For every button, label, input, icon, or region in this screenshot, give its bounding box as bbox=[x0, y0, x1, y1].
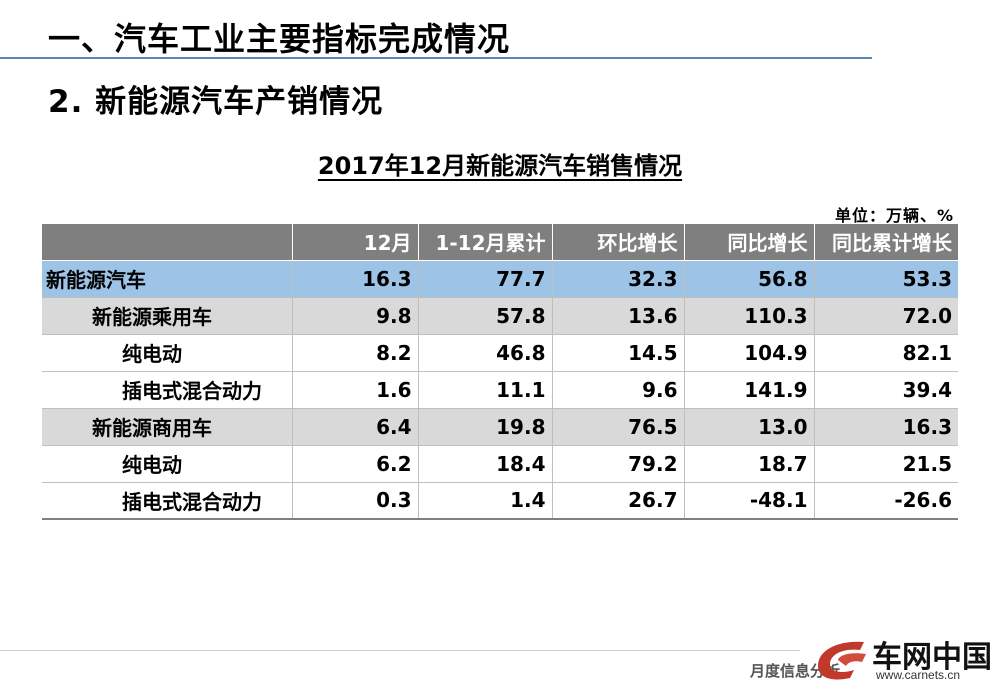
table-cell: 19.8 bbox=[417, 408, 552, 446]
table-cell: 82.1 bbox=[813, 334, 958, 372]
row-label: 新能源商用车 bbox=[42, 408, 292, 446]
carnets-logo-icon bbox=[818, 641, 866, 680]
table-cell: 46.8 bbox=[417, 334, 552, 372]
table-cell: 32.3 bbox=[551, 260, 684, 298]
table-cell: 79.2 bbox=[551, 445, 684, 483]
header-cell: 环比增长 bbox=[551, 224, 684, 261]
row-label: 纯电动 bbox=[42, 445, 292, 483]
table-cell: 16.3 bbox=[813, 408, 958, 446]
table-row: 新能源乘用车 9.8 57.8 13.6 110.3 72.0 bbox=[42, 297, 958, 335]
sales-table: 12月 1-12月累计 环比增长 同比增长 同比累计增长 新能源汽车 16.3 … bbox=[42, 224, 958, 520]
brand-name: 车网中国 bbox=[872, 640, 992, 675]
table-cell: 13.6 bbox=[551, 297, 684, 335]
table-header-row: 12月 1-12月累计 环比增长 同比增长 同比累计增长 bbox=[42, 224, 958, 261]
table-cell: 110.3 bbox=[683, 297, 814, 335]
table-row: 插电式混合动力 1.6 11.1 9.6 141.9 39.4 bbox=[42, 371, 958, 409]
table-cell: 56.8 bbox=[683, 260, 814, 298]
table-cell: 9.6 bbox=[551, 371, 684, 409]
table-cell: 16.3 bbox=[291, 260, 418, 298]
table-cell: 18.7 bbox=[683, 445, 814, 483]
table-cell: 104.9 bbox=[683, 334, 814, 372]
table-cell: 26.7 bbox=[551, 482, 684, 520]
footer-divider bbox=[0, 650, 800, 651]
row-label: 插电式混合动力 bbox=[42, 371, 292, 409]
table-cell: 13.0 bbox=[683, 408, 814, 446]
header-cell: 同比累计增长 bbox=[813, 224, 958, 261]
table-cell: 57.8 bbox=[417, 297, 552, 335]
row-label: 纯电动 bbox=[42, 334, 292, 372]
table-title-text: 2017年12月新能源汽车销售情况 bbox=[317, 152, 683, 180]
table-title: 2017年12月新能源汽车销售情况 bbox=[0, 146, 1000, 181]
table-cell: 53.3 bbox=[813, 260, 958, 298]
row-label: 新能源乘用车 bbox=[42, 297, 292, 335]
table-cell: 6.2 bbox=[291, 445, 418, 483]
header-cell bbox=[42, 224, 292, 261]
table-cell: 9.8 bbox=[291, 297, 418, 335]
footer-text: 月度信息分析 bbox=[750, 662, 841, 680]
table-cell: 21.5 bbox=[813, 445, 958, 483]
row-label: 插电式混合动力 bbox=[42, 482, 292, 520]
table-cell: 11.1 bbox=[417, 371, 552, 409]
table-cell: -26.6 bbox=[813, 482, 958, 520]
header-cell: 1-12月累计 bbox=[417, 224, 552, 261]
row-label: 新能源汽车 bbox=[42, 260, 292, 298]
table-cell: -48.1 bbox=[683, 482, 814, 520]
table-cell: 1.4 bbox=[417, 482, 552, 520]
table-cell: 18.4 bbox=[417, 445, 552, 483]
table-cell: 39.4 bbox=[813, 371, 958, 409]
table-cell: 72.0 bbox=[813, 297, 958, 335]
table-cell: 76.5 bbox=[551, 408, 684, 446]
table-cell: 141.9 bbox=[683, 371, 814, 409]
table-row: 纯电动 6.2 18.4 79.2 18.7 21.5 bbox=[42, 445, 958, 483]
table-cell: 14.5 bbox=[551, 334, 684, 372]
unit-label: 单位：万辆、% bbox=[834, 206, 954, 225]
table-cell: 77.7 bbox=[417, 260, 552, 298]
header-cell: 同比增长 bbox=[683, 224, 814, 261]
subsection-heading: 2. 新能源汽车产销情况 bbox=[48, 84, 384, 120]
table-cell: 6.4 bbox=[291, 408, 418, 446]
header-cell: 12月 bbox=[291, 224, 418, 261]
table-row: 新能源商用车 6.4 19.8 76.5 13.0 16.3 bbox=[42, 408, 958, 446]
table-cell: 0.3 bbox=[291, 482, 418, 520]
table-row: 插电式混合动力 0.3 1.4 26.7 -48.1 -26.6 bbox=[42, 482, 958, 520]
section-heading: 一、汽车工业主要指标完成情况 bbox=[48, 20, 511, 58]
table-cell: 1.6 bbox=[291, 371, 418, 409]
heading-divider bbox=[0, 57, 872, 59]
brand-url: www.carnets.cn bbox=[876, 668, 961, 682]
table-row: 新能源汽车 16.3 77.7 32.3 56.8 53.3 bbox=[42, 260, 958, 298]
table-cell: 8.2 bbox=[291, 334, 418, 372]
table-row: 纯电动 8.2 46.8 14.5 104.9 82.1 bbox=[42, 334, 958, 372]
